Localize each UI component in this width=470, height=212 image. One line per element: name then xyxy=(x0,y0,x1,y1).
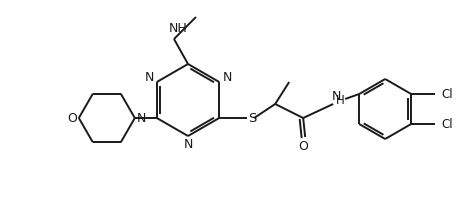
Text: N: N xyxy=(222,71,232,84)
Text: O: O xyxy=(298,141,308,153)
Text: S: S xyxy=(248,112,256,124)
Text: H: H xyxy=(336,93,345,106)
Text: O: O xyxy=(67,112,77,124)
Text: N: N xyxy=(331,89,341,102)
Text: Cl: Cl xyxy=(441,117,453,131)
Text: Cl: Cl xyxy=(441,88,453,100)
Text: N: N xyxy=(137,112,147,124)
Text: NH: NH xyxy=(169,22,188,35)
Text: N: N xyxy=(144,71,154,84)
Text: N: N xyxy=(183,138,193,152)
